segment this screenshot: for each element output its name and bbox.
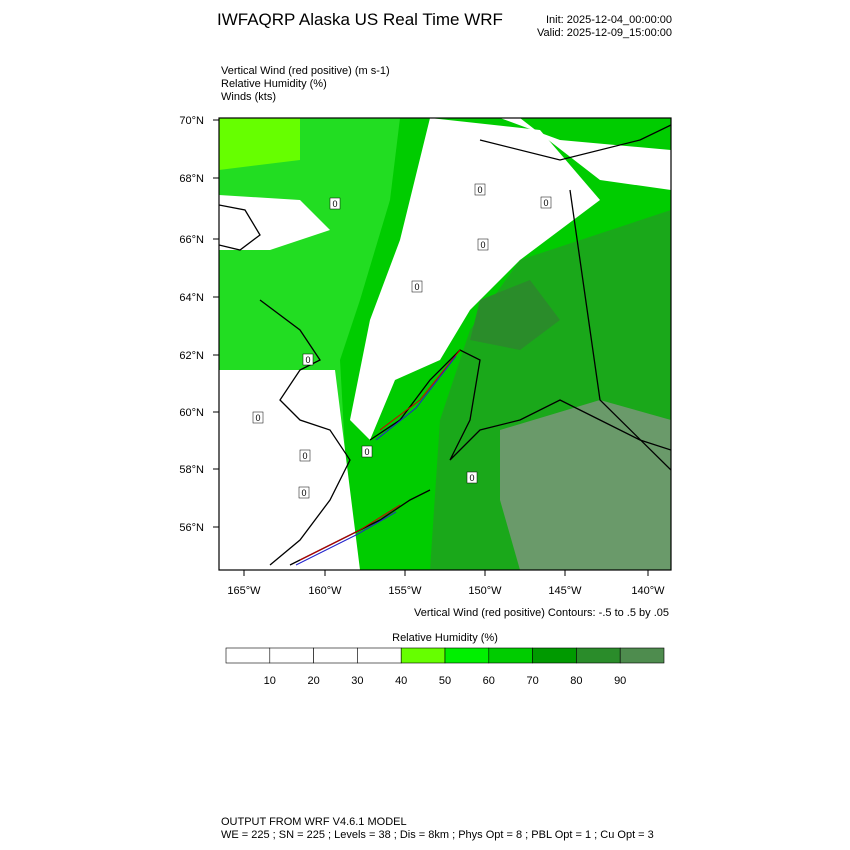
lat-label: 56°N bbox=[179, 522, 204, 534]
lat-label: 66°N bbox=[179, 234, 204, 246]
contour-label: 0 bbox=[480, 240, 485, 250]
footer-line: WE = 225 ; SN = 225 ; Levels = 38 ; Dis … bbox=[221, 829, 654, 841]
colorbar-label: 90 bbox=[614, 675, 626, 687]
colorbar-box bbox=[576, 647, 621, 664]
lat-label: 68°N bbox=[179, 173, 204, 185]
field-name: Relative Humidity (%) bbox=[221, 78, 327, 90]
contour-label: 0 bbox=[477, 185, 482, 195]
contour-label: 0 bbox=[543, 198, 548, 208]
colorbar-box bbox=[532, 647, 577, 664]
colorbar-label: 10 bbox=[264, 675, 276, 687]
contour-label: 0 bbox=[364, 447, 369, 457]
colorbar-label: 70 bbox=[526, 675, 538, 687]
lon-labels: 165°W 160°W 155°W 150°W 145°W 140°W bbox=[227, 570, 665, 597]
colorbar-box bbox=[357, 647, 402, 664]
colorbar-label: 60 bbox=[483, 675, 495, 687]
colorbar-box bbox=[619, 647, 665, 664]
colorbar-box bbox=[269, 647, 314, 664]
colorbar: 10 20 30 40 50 60 70 80 90 bbox=[225, 647, 665, 687]
contour-note: Vertical Wind (red positive) Contours: -… bbox=[414, 607, 669, 619]
contour-label: 0 bbox=[305, 355, 310, 365]
lon-label: 140°W bbox=[631, 585, 665, 597]
colorbar-label: 40 bbox=[395, 675, 407, 687]
lat-label: 70°N bbox=[179, 115, 204, 127]
field-name: Vertical Wind (red positive) (m s-1) bbox=[221, 65, 390, 77]
contour-labels: 0 0 0 0 0 0 0 0 0 0 0 bbox=[252, 183, 552, 499]
contour-label: 0 bbox=[301, 488, 306, 498]
colorbar-label: 80 bbox=[570, 675, 582, 687]
map: 0 0 0 0 0 0 0 0 0 0 0 70°N 68°N 66°N 64°N 62… bbox=[179, 115, 672, 597]
init-time: Init: 2025-12-04_00:00:00 bbox=[546, 14, 672, 26]
lat-label: 64°N bbox=[179, 292, 204, 304]
lon-label: 150°W bbox=[468, 585, 502, 597]
colorbar-label: 30 bbox=[351, 675, 363, 687]
footer-line: OUTPUT FROM WRF V4.6.1 MODEL bbox=[221, 816, 407, 828]
lon-label: 160°W bbox=[308, 585, 342, 597]
lat-labels: 70°N 68°N 66°N 64°N 62°N 60°N 58°N 56°N bbox=[179, 115, 219, 534]
colorbar-label: 50 bbox=[439, 675, 451, 687]
valid-time: Valid: 2025-12-09_15:00:00 bbox=[537, 27, 672, 39]
lat-label: 58°N bbox=[179, 464, 204, 476]
contour-label: 0 bbox=[414, 282, 419, 292]
colorbar-label: 20 bbox=[307, 675, 319, 687]
contour-label: 0 bbox=[469, 473, 474, 483]
colorbar-box bbox=[444, 647, 490, 664]
contour-label: 0 bbox=[255, 413, 260, 423]
title: IWFAQRP Alaska US Real Time WRF bbox=[217, 10, 503, 29]
lat-label: 60°N bbox=[179, 407, 204, 419]
colorbar-box bbox=[400, 647, 446, 664]
lat-label: 62°N bbox=[179, 350, 204, 362]
contour-label: 0 bbox=[332, 199, 337, 209]
contour-label: 0 bbox=[302, 451, 307, 461]
colorbar-box bbox=[225, 647, 271, 664]
colorbar-box bbox=[313, 647, 358, 664]
lon-label: 155°W bbox=[388, 585, 422, 597]
lon-label: 145°W bbox=[548, 585, 582, 597]
colorbar-title: Relative Humidity (%) bbox=[392, 632, 498, 644]
field-name: Winds (kts) bbox=[221, 91, 276, 103]
lon-label: 165°W bbox=[227, 585, 261, 597]
colorbar-box bbox=[488, 647, 533, 664]
